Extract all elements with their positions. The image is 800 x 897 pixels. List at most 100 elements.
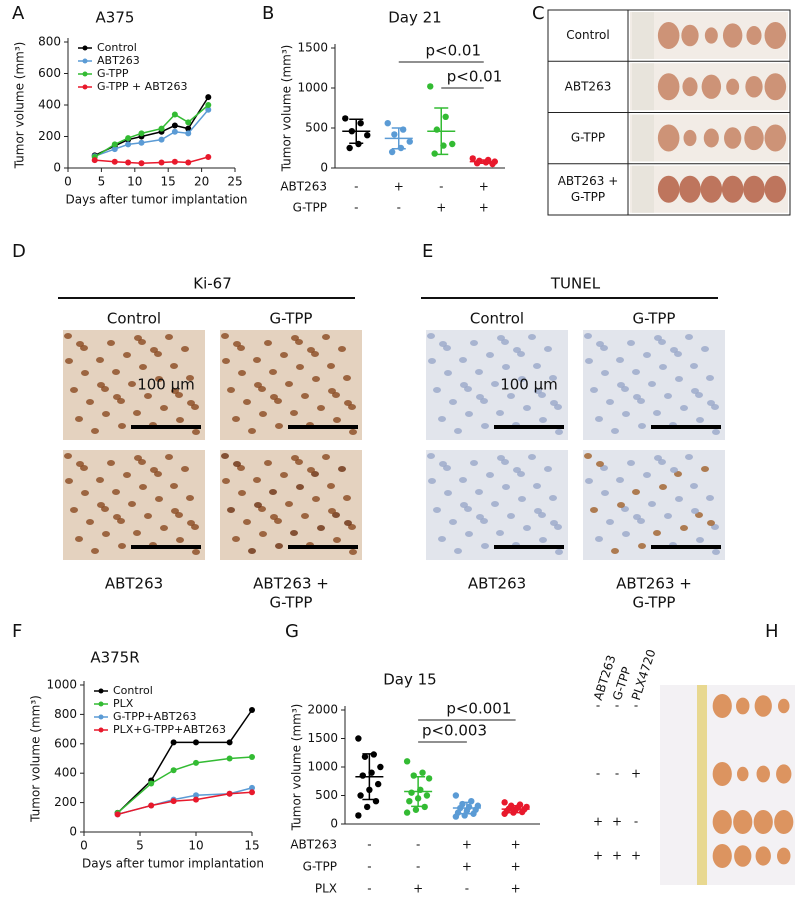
data-point	[391, 131, 398, 138]
nucleus	[680, 525, 688, 531]
nucleus	[539, 417, 547, 423]
panel-letter: F	[12, 621, 22, 642]
nucleus	[550, 400, 558, 406]
panel-letter: D	[12, 241, 26, 262]
nucleus	[584, 453, 592, 459]
x-tick-label: 20	[194, 175, 209, 189]
tumor	[764, 124, 787, 152]
data-point	[403, 809, 411, 816]
nucleus	[327, 363, 335, 369]
nucleus	[134, 455, 142, 461]
column-label: G-TPP	[270, 310, 313, 328]
nucleus	[486, 472, 494, 478]
tumor	[745, 75, 763, 98]
nucleus	[611, 548, 619, 554]
data-point	[419, 769, 426, 776]
nucleus	[222, 478, 230, 484]
tumor	[683, 129, 697, 147]
nucleus	[344, 400, 352, 406]
nucleus	[534, 508, 542, 514]
nucleus	[275, 423, 283, 429]
nucleus	[595, 536, 603, 542]
nucleus	[150, 347, 158, 353]
data-point	[489, 160, 496, 168]
nucleus	[222, 358, 230, 364]
significance-label: p<0.01	[426, 42, 482, 60]
nucleus	[322, 334, 330, 340]
nucleus	[65, 478, 73, 484]
sd-bar	[362, 753, 377, 801]
nucleus	[264, 460, 272, 466]
nucleus	[327, 483, 335, 489]
tumor	[743, 175, 765, 203]
nucleus	[633, 514, 641, 520]
nucleus	[470, 460, 478, 466]
nucleus	[338, 346, 346, 352]
nucleus	[107, 340, 115, 346]
nucleus	[439, 461, 447, 467]
nucleus	[81, 370, 89, 376]
series-line	[94, 104, 209, 158]
condition-sign: +	[462, 838, 472, 852]
data-point	[449, 140, 456, 148]
nucleus	[312, 496, 320, 502]
condition-sign: -	[615, 767, 619, 781]
nucleus	[497, 335, 505, 341]
nucleus	[675, 496, 683, 502]
nucleus	[544, 346, 552, 352]
x-tick-label: 0	[80, 839, 88, 853]
nucleus	[269, 489, 277, 495]
row-label: G-TPP	[633, 594, 676, 612]
data-point	[410, 772, 417, 779]
legend-label: PLX	[113, 697, 134, 710]
condition-sign: +	[511, 838, 521, 852]
nucleus	[123, 472, 131, 478]
nucleus	[290, 530, 298, 536]
nucleus	[118, 423, 126, 429]
nucleus	[291, 455, 299, 461]
y-tick-label: 1000	[307, 760, 338, 774]
data-point	[171, 158, 178, 165]
x-tick-label: 5	[136, 839, 144, 853]
nucleus	[170, 363, 178, 369]
nucleus	[549, 375, 557, 381]
data-point	[408, 789, 415, 796]
tumor	[736, 697, 750, 715]
nucleus	[176, 537, 184, 543]
nucleus	[444, 370, 452, 376]
data-point	[185, 119, 192, 126]
nucleus	[643, 352, 651, 358]
nucleus	[712, 429, 720, 435]
data-point	[249, 789, 255, 796]
y-tick-label: 1500	[297, 41, 328, 55]
nucleus	[128, 381, 136, 387]
nucleus	[112, 369, 120, 375]
nucleus	[701, 346, 709, 352]
y-tick-label: 400	[38, 98, 61, 112]
nucleus	[312, 376, 320, 382]
data-point	[185, 159, 192, 166]
nucleus	[465, 411, 473, 417]
nucleus	[622, 531, 630, 537]
tumor	[764, 175, 787, 203]
nucleus	[75, 416, 83, 422]
condition-sign: +	[511, 882, 521, 896]
nucleus	[638, 423, 646, 429]
condition-name: G-TPP	[303, 860, 337, 874]
tumor	[777, 847, 791, 865]
legend-marker	[82, 71, 88, 77]
nucleus	[544, 466, 552, 472]
x-tick-label: 15	[161, 175, 176, 189]
data-point	[170, 798, 177, 805]
nucleus	[549, 495, 557, 501]
data-point	[377, 763, 384, 771]
legend-marker	[82, 58, 88, 64]
nucleus	[155, 496, 163, 502]
nucleus	[596, 461, 604, 467]
nucleus	[653, 410, 661, 416]
tumor	[681, 24, 699, 47]
data-point	[468, 798, 475, 805]
nucleus	[475, 369, 483, 375]
tumor	[712, 844, 732, 868]
nucleus	[460, 502, 468, 508]
